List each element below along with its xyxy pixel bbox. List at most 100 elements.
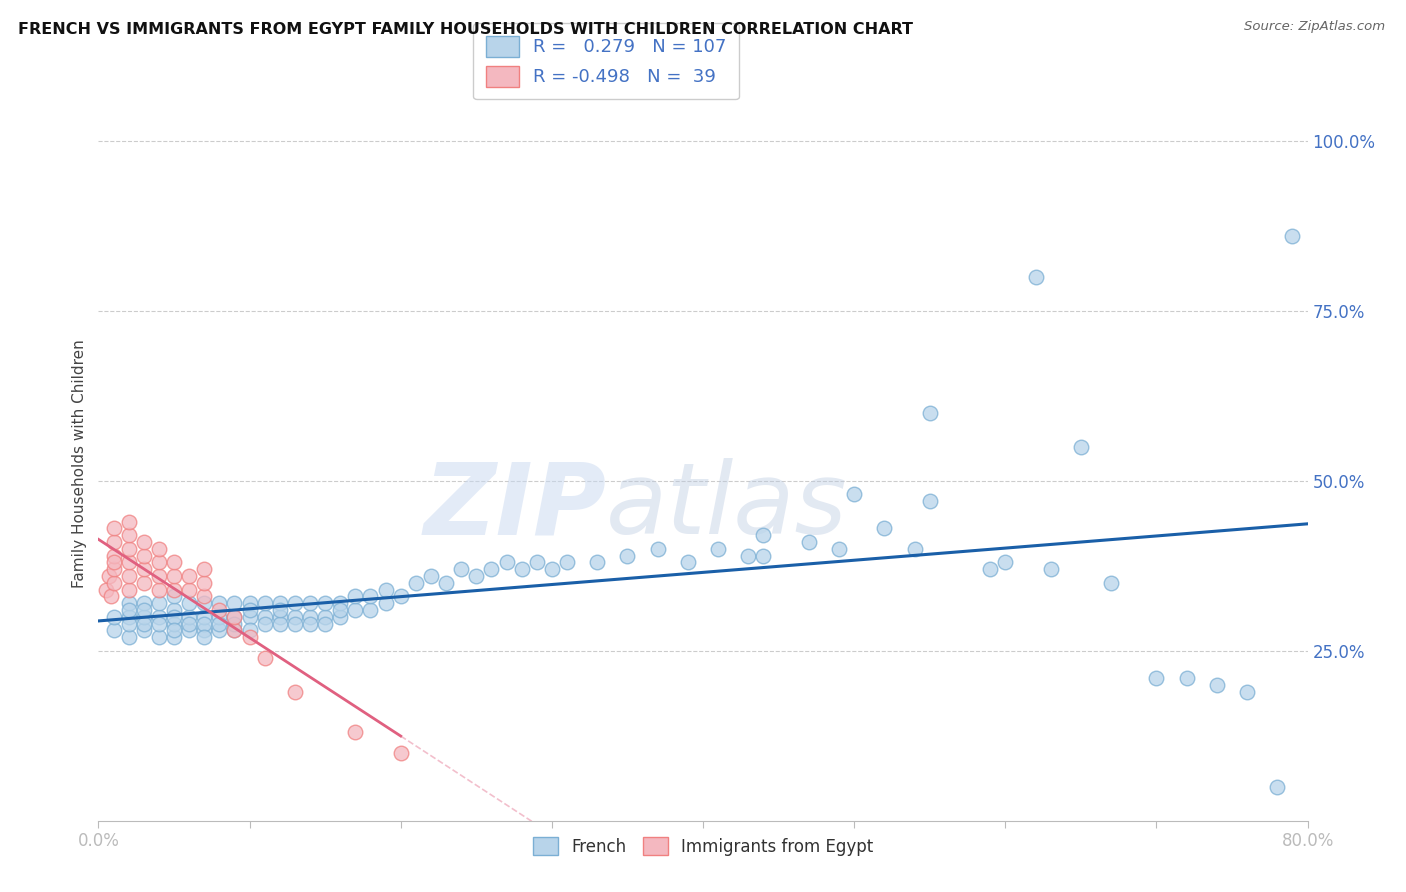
Point — [224, 596, 246, 610]
Point — [586, 555, 609, 569]
Point — [314, 596, 336, 610]
Point — [132, 596, 155, 610]
Point — [94, 582, 117, 597]
Point — [481, 562, 503, 576]
Point — [1070, 440, 1092, 454]
Point — [103, 555, 125, 569]
Point — [118, 603, 141, 617]
Point — [299, 609, 322, 624]
Point — [179, 616, 201, 631]
Point — [434, 575, 457, 590]
Point — [103, 624, 125, 638]
Point — [132, 549, 155, 563]
Point — [239, 596, 262, 610]
Point — [224, 624, 246, 638]
Point — [193, 609, 215, 624]
Point — [844, 487, 866, 501]
Point — [193, 575, 215, 590]
Point — [193, 590, 215, 604]
Point — [118, 630, 141, 644]
Point — [193, 624, 215, 638]
Point — [616, 549, 638, 563]
Point — [284, 616, 307, 631]
Point — [253, 609, 276, 624]
Point — [1144, 671, 1167, 685]
Point — [526, 555, 548, 569]
Point — [193, 596, 215, 610]
Point — [148, 630, 170, 644]
Point — [208, 624, 231, 638]
Point — [132, 616, 155, 631]
Point — [239, 630, 262, 644]
Point — [647, 541, 669, 556]
Point — [208, 596, 231, 610]
Point — [118, 515, 141, 529]
Point — [179, 609, 201, 624]
Point — [239, 624, 262, 638]
Point — [132, 624, 155, 638]
Point — [103, 535, 125, 549]
Point — [540, 562, 562, 576]
Point — [148, 596, 170, 610]
Point — [163, 609, 186, 624]
Text: ZIP: ZIP — [423, 458, 606, 555]
Point — [269, 609, 291, 624]
Point — [148, 616, 170, 631]
Point — [118, 616, 141, 631]
Point — [465, 569, 488, 583]
Point — [314, 616, 336, 631]
Point — [148, 582, 170, 597]
Point — [329, 603, 352, 617]
Point — [132, 562, 155, 576]
Point — [118, 541, 141, 556]
Point — [118, 582, 141, 597]
Point — [1267, 780, 1289, 794]
Point — [1281, 229, 1303, 244]
Point — [118, 609, 141, 624]
Text: Source: ZipAtlas.com: Source: ZipAtlas.com — [1244, 20, 1385, 33]
Point — [360, 603, 382, 617]
Point — [873, 521, 896, 535]
Point — [450, 562, 472, 576]
Point — [208, 609, 231, 624]
Point — [374, 596, 396, 610]
Point — [253, 616, 276, 631]
Point — [269, 596, 291, 610]
Point — [510, 562, 533, 576]
Point — [163, 624, 186, 638]
Point — [828, 541, 851, 556]
Point — [269, 603, 291, 617]
Point — [797, 535, 820, 549]
Point — [163, 630, 186, 644]
Point — [148, 609, 170, 624]
Point — [224, 624, 246, 638]
Point — [299, 616, 322, 631]
Point — [253, 650, 276, 665]
Point — [329, 596, 352, 610]
Point — [344, 725, 367, 739]
Point — [193, 616, 215, 631]
Point — [329, 609, 352, 624]
Y-axis label: Family Households with Children: Family Households with Children — [72, 340, 87, 588]
Point — [118, 528, 141, 542]
Point — [904, 541, 927, 556]
Point — [360, 590, 382, 604]
Point — [118, 596, 141, 610]
Point — [239, 603, 262, 617]
Point — [132, 575, 155, 590]
Point — [98, 569, 121, 583]
Point — [752, 528, 775, 542]
Point — [163, 603, 186, 617]
Point — [344, 590, 367, 604]
Point — [752, 549, 775, 563]
Point — [284, 596, 307, 610]
Point — [163, 555, 186, 569]
Point — [118, 569, 141, 583]
Point — [179, 569, 201, 583]
Point — [1039, 562, 1062, 576]
Point — [1175, 671, 1198, 685]
Point — [193, 630, 215, 644]
Point — [193, 562, 215, 576]
Point — [103, 549, 125, 563]
Point — [132, 609, 155, 624]
